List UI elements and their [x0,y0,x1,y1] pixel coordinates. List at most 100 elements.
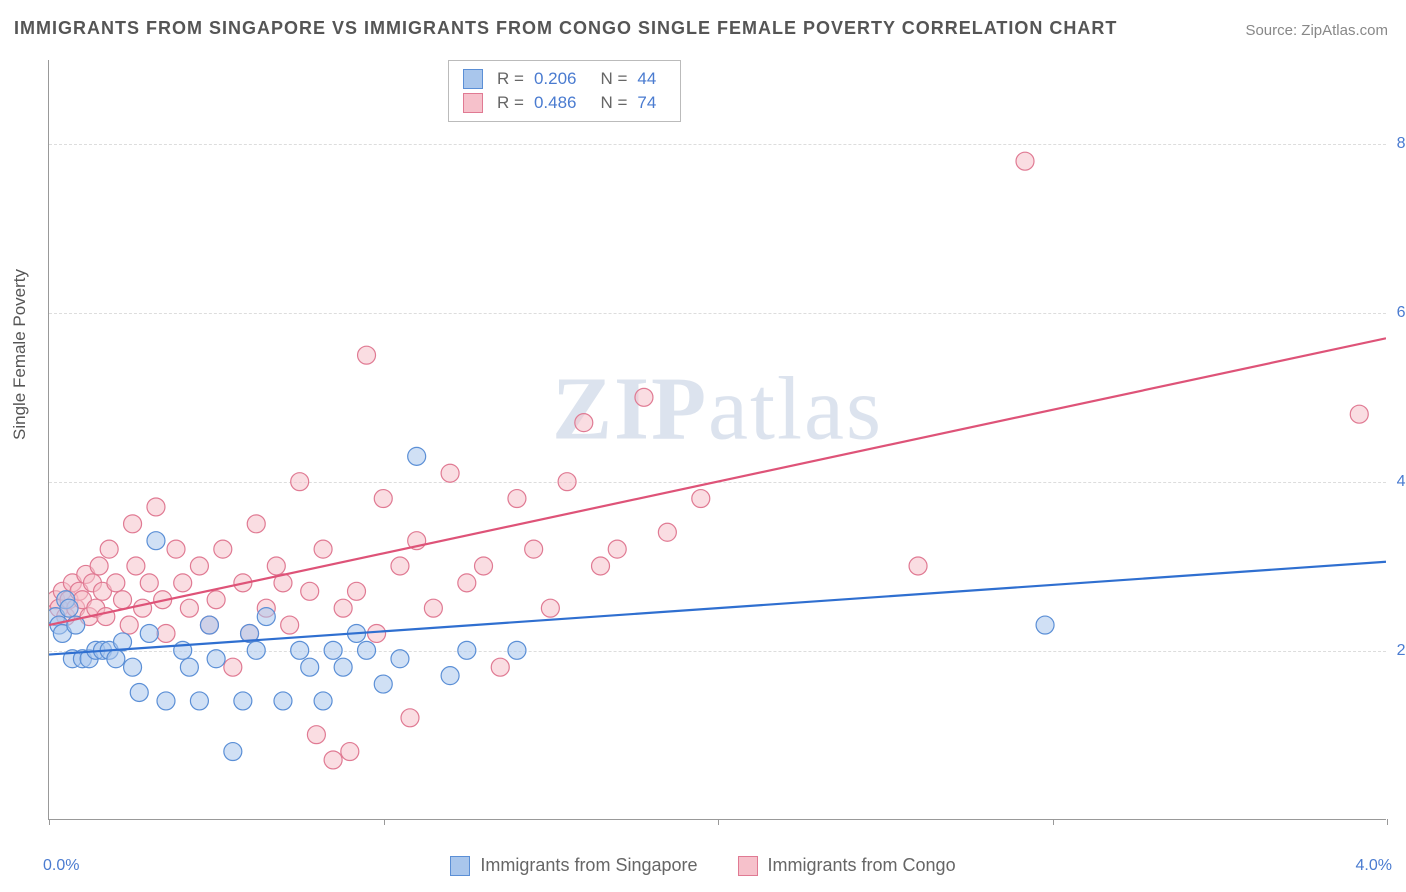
scatter-point [334,658,352,676]
scatter-point [301,658,319,676]
scatter-point [458,641,476,659]
legend-row-singapore: R = 0.206 N = 44 [463,67,666,91]
scatter-point [391,557,409,575]
scatter-point [441,464,459,482]
scatter-point [608,540,626,558]
scatter-point [374,490,392,508]
scatter-point [1016,152,1034,170]
scatter-point [692,490,710,508]
y-tick-label: 60.0% [1392,304,1406,322]
scatter-point [157,692,175,710]
x-tick [718,819,719,825]
scatter-point [124,658,142,676]
scatter-point [408,447,426,465]
legend-item-singapore: Immigrants from Singapore [450,855,697,876]
scatter-point [458,574,476,592]
legend-label-congo: Immigrants from Congo [768,855,956,876]
scatter-point [441,667,459,685]
scatter-point [475,557,493,575]
scatter-point [224,743,242,761]
scatter-point [1350,405,1368,423]
scatter-point [247,641,265,659]
x-tick [384,819,385,825]
scatter-point [508,490,526,508]
scatter-point [114,591,132,609]
r-value-singapore: 0.206 [534,69,577,89]
scatter-point [200,616,218,634]
scatter-point [247,515,265,533]
scatter-point [558,473,576,491]
swatch-congo [738,856,758,876]
x-tick [49,819,50,825]
scatter-point [341,743,359,761]
scatter-point [508,641,526,659]
scatter-point [140,574,158,592]
scatter-point [291,473,309,491]
swatch-singapore [450,856,470,876]
scatter-point [374,675,392,693]
legend-series: Immigrants from Singapore Immigrants fro… [0,855,1406,876]
scatter-point [314,692,332,710]
scatter-point [190,692,208,710]
scatter-point [60,599,78,617]
scatter-point [180,599,198,617]
scatter-point [424,599,442,617]
chart-title: IMMIGRANTS FROM SINGAPORE VS IMMIGRANTS … [14,18,1117,39]
scatter-point [348,582,366,600]
n-label: N = [600,93,627,113]
scatter-point [658,523,676,541]
scatter-point [97,608,115,626]
scatter-point [909,557,927,575]
y-axis-label: Single Female Poverty [10,269,30,440]
n-label: N = [600,69,627,89]
legend-label-singapore: Immigrants from Singapore [480,855,697,876]
scatter-point [592,557,610,575]
scatter-point [324,641,342,659]
scatter-point [107,574,125,592]
scatter-point [124,515,142,533]
n-value-singapore: 44 [637,69,656,89]
scatter-point [541,599,559,617]
scatter-point [157,624,175,642]
scatter-point [120,616,138,634]
legend-item-congo: Immigrants from Congo [738,855,956,876]
plot-area: ZIPatlas 20.0%40.0%60.0%80.0%0.0%4.0% [48,60,1386,820]
scatter-point [274,692,292,710]
scatter-point [234,692,252,710]
y-tick-label: 20.0% [1392,642,1406,660]
scatter-point [134,599,152,617]
scatter-point [207,650,225,668]
scatter-point [368,624,386,642]
scatter-point [334,599,352,617]
r-label: R = [497,93,524,113]
r-label: R = [497,69,524,89]
scatter-point [575,414,593,432]
x-tick [1387,819,1388,825]
scatter-point [174,574,192,592]
scatter-point [358,641,376,659]
legend-correlation: R = 0.206 N = 44 R = 0.486 N = 74 [448,60,681,122]
scatter-point [391,650,409,668]
scatter-point [127,557,145,575]
scatter-point [140,624,158,642]
scatter-point [358,346,376,364]
regression-line [49,338,1386,625]
scatter-point [301,582,319,600]
scatter-point [401,709,419,727]
scatter-point [324,751,342,769]
scatter-point [307,726,325,744]
y-tick-label: 80.0% [1392,135,1406,153]
r-value-congo: 0.486 [534,93,577,113]
scatter-point [291,641,309,659]
scatter-point [281,616,299,634]
chart-svg [49,60,1386,819]
source-attribution: Source: ZipAtlas.com [1245,22,1388,39]
scatter-point [491,658,509,676]
scatter-point [1036,616,1054,634]
scatter-point [267,557,285,575]
x-tick [1053,819,1054,825]
scatter-point [257,608,275,626]
scatter-point [90,557,108,575]
scatter-point [100,540,118,558]
scatter-point [107,650,125,668]
